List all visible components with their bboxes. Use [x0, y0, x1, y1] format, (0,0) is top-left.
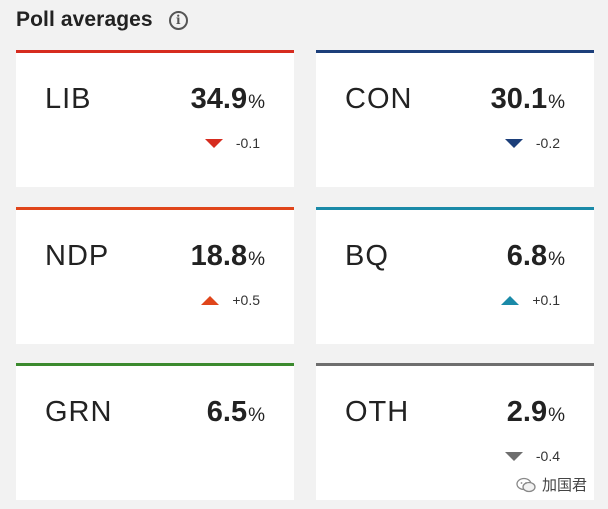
poll-change: +0.5 — [201, 292, 260, 308]
party-label: OTH — [345, 396, 410, 428]
poll-card-ndp: NDP 18.8% +0.5 — [16, 207, 294, 344]
poll-percentage: 30.1% — [491, 83, 565, 116]
change-arrow-icon — [504, 138, 523, 148]
poll-percentage: 18.8% — [191, 240, 265, 273]
poll-percentage: 6.8% — [507, 240, 565, 273]
poll-value: 18.8 — [190, 240, 248, 272]
poll-percentage: 34.9% — [191, 83, 265, 116]
percent-unit: % — [248, 405, 265, 426]
change-value: -0.4 — [535, 448, 560, 464]
poll-card-oth: OTH 2.9% -0.4 — [316, 363, 594, 500]
party-label: CON — [345, 83, 413, 115]
poll-change: -0.4 — [504, 448, 560, 464]
party-label: LIB — [45, 83, 92, 115]
poll-change: -0.2 — [504, 135, 560, 151]
change-arrow-icon — [504, 451, 523, 461]
poll-card-grn: GRN 6.5% — [16, 363, 294, 500]
change-arrow-icon — [201, 295, 220, 305]
poll-percentage: 6.5% — [207, 396, 265, 429]
info-icon[interactable]: i — [168, 10, 188, 30]
percent-unit: % — [248, 92, 265, 113]
poll-value: 30.1 — [490, 83, 548, 115]
percent-unit: % — [548, 92, 565, 113]
poll-value: 34.9 — [190, 83, 248, 115]
percent-unit: % — [548, 249, 565, 270]
change-arrow-icon — [204, 138, 223, 148]
watermark-text: 加国君 — [542, 477, 588, 494]
poll-value: 2.9 — [506, 396, 548, 428]
change-value: -0.1 — [235, 135, 260, 151]
party-label: BQ — [345, 240, 389, 272]
party-label: NDP — [45, 240, 110, 272]
poll-value: 6.5 — [206, 396, 248, 428]
change-value: +0.1 — [532, 292, 560, 308]
change-arrow-icon — [501, 295, 520, 305]
party-label: GRN — [45, 396, 113, 428]
poll-percentage: 2.9% — [507, 396, 565, 429]
poll-card-con: CON 30.1% -0.2 — [316, 50, 594, 187]
poll-card-bq: BQ 6.8% +0.1 — [316, 207, 594, 344]
section-header: Poll averages i — [16, 8, 188, 32]
change-value: +0.5 — [232, 292, 260, 308]
page-title: Poll averages — [16, 8, 153, 31]
poll-change: +0.1 — [501, 292, 560, 308]
wechat-logo-icon — [516, 477, 536, 493]
poll-value: 6.8 — [506, 240, 548, 272]
percent-unit: % — [248, 249, 265, 270]
poll-change: -0.1 — [204, 135, 260, 151]
change-value: -0.2 — [535, 135, 560, 151]
poll-card-lib: LIB 34.9% -0.1 — [16, 50, 294, 187]
percent-unit: % — [548, 405, 565, 426]
watermark: 加国君 — [516, 474, 587, 495]
